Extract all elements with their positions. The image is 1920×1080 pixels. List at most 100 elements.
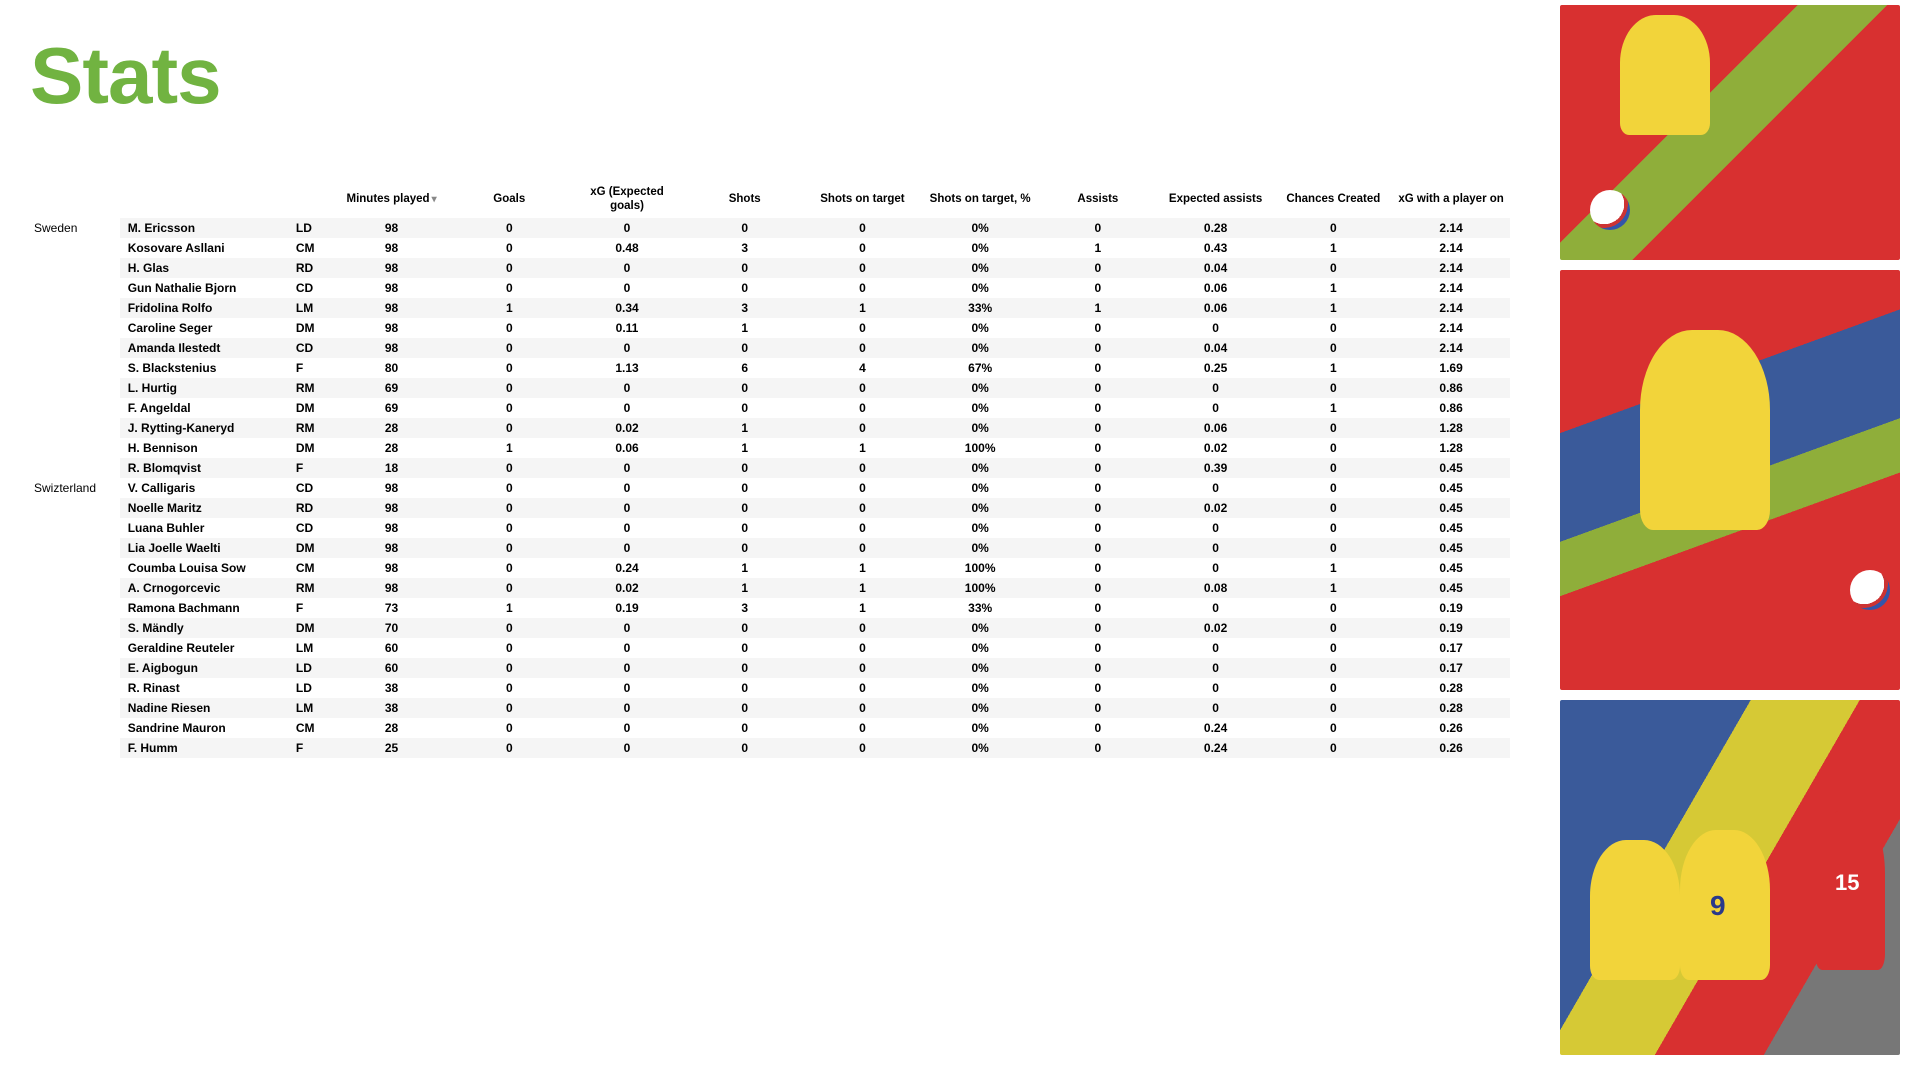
col-expected-assists[interactable]: Expected assists	[1157, 182, 1275, 218]
jersey-number: 15	[1835, 870, 1859, 896]
position-cell: RM	[288, 378, 333, 398]
col-shots-on-target-pct[interactable]: Shots on target, %	[921, 182, 1039, 218]
jersey-icon	[1640, 330, 1770, 530]
stat-cell-xg: 1.13	[568, 358, 686, 378]
table-row: R. RinastLD3800000%0000.28	[30, 678, 1510, 698]
stat-cell-sot: 0	[804, 718, 922, 738]
stat-cell-shots: 1	[686, 318, 804, 338]
stat-cell-cc: 0	[1274, 538, 1392, 558]
stat-cell-cc: 1	[1274, 298, 1392, 318]
stat-cell-sot: 1	[804, 558, 922, 578]
ball-icon	[1590, 190, 1630, 230]
stat-cell-goals: 0	[450, 318, 568, 338]
stat-cell-xgon: 1.28	[1392, 438, 1510, 458]
position-cell: CD	[288, 278, 333, 298]
stat-cell-xa: 0.04	[1157, 338, 1275, 358]
stat-cell-xa: 0.02	[1157, 618, 1275, 638]
stat-cell-sotp: 0%	[921, 518, 1039, 538]
stat-cell-sotp: 0%	[921, 498, 1039, 518]
stat-cell-xgon: 0.19	[1392, 598, 1510, 618]
stat-cell-minutes: 38	[333, 698, 451, 718]
player-name-cell: Lia Joelle Waelti	[120, 538, 288, 558]
stat-cell-goals: 1	[450, 298, 568, 318]
stat-cell-xgon: 2.14	[1392, 218, 1510, 238]
stat-cell-xa: 0	[1157, 698, 1275, 718]
stat-cell-goals: 0	[450, 478, 568, 498]
stat-cell-minutes: 18	[333, 458, 451, 478]
stat-cell-xgon: 0.45	[1392, 458, 1510, 478]
table-row: A. CrnogorcevicRM9800.0211100%00.0810.45	[30, 578, 1510, 598]
stat-cell-assists: 0	[1039, 678, 1157, 698]
position-cell: LD	[288, 678, 333, 698]
stat-cell-assists: 0	[1039, 618, 1157, 638]
jersey-number: 9	[1710, 890, 1726, 922]
col-minutes[interactable]: Minutes played▾	[333, 182, 451, 218]
stat-cell-sotp: 33%	[921, 598, 1039, 618]
stat-cell-sotp: 0%	[921, 718, 1039, 738]
position-cell: DM	[288, 538, 333, 558]
stat-cell-shots: 1	[686, 578, 804, 598]
stat-cell-xg: 0	[568, 658, 686, 678]
stat-cell-sotp: 100%	[921, 438, 1039, 458]
stat-cell-cc: 1	[1274, 358, 1392, 378]
stat-cell-xgon: 0.28	[1392, 698, 1510, 718]
position-cell: LM	[288, 638, 333, 658]
stat-cell-goals: 0	[450, 678, 568, 698]
stat-cell-xg: 0.24	[568, 558, 686, 578]
player-name-cell: H. Glas	[120, 258, 288, 278]
stat-cell-sot: 0	[804, 278, 922, 298]
stat-cell-shots: 1	[686, 438, 804, 458]
stat-cell-xa: 0.25	[1157, 358, 1275, 378]
col-assists[interactable]: Assists	[1039, 182, 1157, 218]
stat-cell-sotp: 0%	[921, 218, 1039, 238]
stat-cell-minutes: 98	[333, 498, 451, 518]
stat-cell-shots: 0	[686, 458, 804, 478]
stat-cell-goals: 0	[450, 658, 568, 678]
stat-cell-cc: 0	[1274, 218, 1392, 238]
stat-cell-xg: 0.11	[568, 318, 686, 338]
stat-cell-goals: 1	[450, 438, 568, 458]
col-xg-on[interactable]: xG with a player on	[1392, 182, 1510, 218]
col-goals[interactable]: Goals	[450, 182, 568, 218]
stat-cell-minutes: 98	[333, 278, 451, 298]
stat-cell-cc: 0	[1274, 498, 1392, 518]
stat-cell-xg: 0	[568, 518, 686, 538]
header-row: Minutes played▾ Goals xG (Expected goals…	[30, 182, 1510, 218]
stat-cell-cc: 0	[1274, 658, 1392, 678]
col-chances-created[interactable]: Chances Created	[1274, 182, 1392, 218]
table-row: Coumba Louisa SowCM9800.2411100%0010.45	[30, 558, 1510, 578]
col-xg[interactable]: xG (Expected goals)	[568, 182, 686, 218]
table-row: E. AigbogunLD6000000%0000.17	[30, 658, 1510, 678]
stat-cell-sotp: 0%	[921, 258, 1039, 278]
player-name-cell: Caroline Seger	[120, 318, 288, 338]
col-shots-on-target[interactable]: Shots on target	[804, 182, 922, 218]
stat-cell-minutes: 60	[333, 638, 451, 658]
stat-cell-xg: 0.02	[568, 578, 686, 598]
table-row: F. AngeldalDM6900000%0010.86	[30, 398, 1510, 418]
stat-cell-xa: 0.39	[1157, 458, 1275, 478]
stat-cell-minutes: 98	[333, 258, 451, 278]
stat-cell-goals: 0	[450, 238, 568, 258]
table-row: Noelle MaritzRD9800000%00.0200.45	[30, 498, 1510, 518]
stat-cell-xgon: 0.45	[1392, 538, 1510, 558]
stat-cell-sot: 0	[804, 738, 922, 758]
image-sidebar: 9 15	[1560, 0, 1900, 1080]
stat-cell-sotp: 0%	[921, 618, 1039, 638]
match-photo-1	[1560, 5, 1900, 260]
stat-cell-xa: 0	[1157, 378, 1275, 398]
stat-cell-xa: 0	[1157, 678, 1275, 698]
col-team	[30, 182, 120, 218]
table-row: H. BennisonDM2810.0611100%00.0201.28	[30, 438, 1510, 458]
stat-cell-xg: 0.19	[568, 598, 686, 618]
stat-cell-goals: 0	[450, 538, 568, 558]
stat-cell-minutes: 98	[333, 518, 451, 538]
stat-cell-shots: 0	[686, 378, 804, 398]
stat-cell-xgon: 0.26	[1392, 738, 1510, 758]
stat-cell-assists: 0	[1039, 398, 1157, 418]
col-shots[interactable]: Shots	[686, 182, 804, 218]
stat-cell-cc: 1	[1274, 238, 1392, 258]
stat-cell-shots: 0	[686, 398, 804, 418]
position-cell: CM	[288, 238, 333, 258]
stat-cell-assists: 0	[1039, 258, 1157, 278]
position-cell: LM	[288, 698, 333, 718]
